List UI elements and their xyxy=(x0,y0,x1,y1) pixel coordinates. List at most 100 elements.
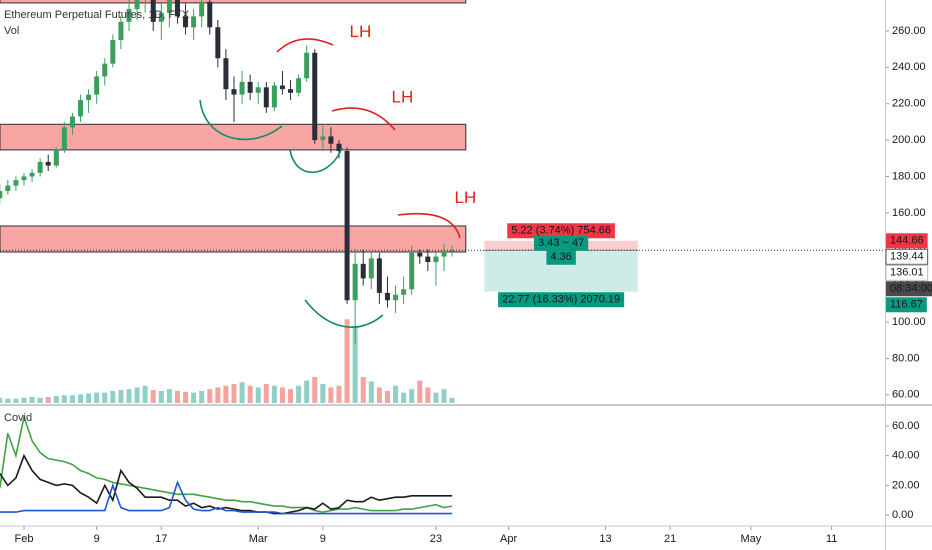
candle-body xyxy=(393,294,399,301)
candle-body xyxy=(433,256,439,262)
price-axis-label-bg xyxy=(885,264,929,281)
y-tick-label: 180.00 xyxy=(892,170,926,182)
indicator-line xyxy=(0,480,453,515)
candle-body xyxy=(166,0,172,13)
x-tick-label: Feb xyxy=(15,533,34,545)
volume-bar xyxy=(376,387,382,403)
red-curve xyxy=(276,38,334,53)
resistance-zone xyxy=(0,225,467,253)
entry-label-bg xyxy=(534,235,589,251)
volume-bar xyxy=(207,389,213,403)
volume-bar xyxy=(401,392,407,403)
candle-body xyxy=(360,263,366,279)
x-tick-label: 9 xyxy=(94,533,100,545)
volume-bar xyxy=(45,396,51,403)
candle-body xyxy=(199,1,205,17)
price-axis-label: 136.01 xyxy=(890,267,924,279)
volume-bar xyxy=(239,382,245,403)
volume-bar xyxy=(441,389,447,403)
volume-bar xyxy=(5,398,11,403)
entry-label: 4.36 xyxy=(550,251,571,263)
candle-body xyxy=(336,143,342,152)
volume-bar xyxy=(344,319,350,403)
candle-body xyxy=(102,63,108,77)
x-tick-label: 11 xyxy=(826,533,837,545)
candle-body xyxy=(376,258,382,293)
chart-title: Ethereum Perpetual Futures, 1D, FTX xyxy=(4,9,190,21)
y-tick-label: 60.00 xyxy=(892,389,920,401)
indicator-line xyxy=(0,414,453,513)
stop-label-bg xyxy=(507,223,615,239)
volume-bar xyxy=(231,384,237,403)
volume-bar xyxy=(29,396,35,403)
volume-bar xyxy=(158,390,164,403)
green-curve xyxy=(304,299,384,328)
y-tick-label: 0.00 xyxy=(892,509,913,521)
volume-bar xyxy=(61,395,67,403)
volume-bar xyxy=(304,380,310,403)
price-pane xyxy=(0,0,885,403)
candle-body xyxy=(312,52,318,141)
y-tick-label: 40.00 xyxy=(892,450,920,462)
candle-body xyxy=(223,58,229,90)
candle-body xyxy=(271,85,277,108)
candle-body xyxy=(352,263,358,301)
candle-body xyxy=(215,27,221,59)
candle-body xyxy=(207,1,213,28)
volume-bar xyxy=(279,387,285,403)
volume-bar xyxy=(78,394,84,403)
red-curve xyxy=(331,107,396,131)
x-tick-label: 17 xyxy=(155,533,167,545)
y-tick-label: 60.00 xyxy=(892,420,920,432)
volume-bar xyxy=(368,381,374,403)
drawings xyxy=(199,38,461,328)
candle-body xyxy=(368,258,374,279)
volume-bar xyxy=(271,385,277,403)
y-tick-label: 100.00 xyxy=(892,316,926,328)
y-tick-label: 200.00 xyxy=(892,134,926,146)
candle-body xyxy=(344,151,350,301)
volume-bar xyxy=(102,392,108,403)
entry-label-bg xyxy=(546,249,576,265)
price-axis-label: 08:34:00 xyxy=(890,283,932,295)
indicator-line xyxy=(0,453,453,515)
x-tick-label: 9 xyxy=(320,533,326,545)
candle-body xyxy=(401,289,407,295)
candle-body xyxy=(94,76,100,95)
volume-bar xyxy=(328,387,334,403)
volume-bar xyxy=(433,392,439,403)
volume-bar xyxy=(360,377,366,403)
candle-body xyxy=(126,9,132,22)
candle-body xyxy=(37,161,43,173)
x-tick-label: Mar xyxy=(249,533,268,545)
volume-bar xyxy=(150,390,156,403)
candle-body xyxy=(86,94,92,101)
candle-body xyxy=(384,292,390,301)
candle-body xyxy=(417,252,423,257)
volume-bar xyxy=(134,387,140,403)
volume-bar xyxy=(183,391,189,403)
candle-body xyxy=(191,16,197,28)
y-tick-label: 260.00 xyxy=(892,25,926,37)
candle-body xyxy=(29,172,35,177)
green-curve xyxy=(289,147,343,174)
candle-body xyxy=(78,100,84,117)
volume-bar xyxy=(126,389,132,403)
volume-bar xyxy=(312,377,318,403)
candle-body xyxy=(45,161,51,166)
price-axis-label-bg xyxy=(886,281,932,297)
candle-body xyxy=(110,40,116,64)
y-tick-label: 240.00 xyxy=(892,61,926,73)
volume-bar xyxy=(118,390,124,403)
x-tick-label: 23 xyxy=(430,533,442,545)
green-curve xyxy=(199,99,283,141)
volume-label: Vol xyxy=(4,25,19,37)
candle-body xyxy=(231,89,237,95)
volume-bar xyxy=(393,385,399,403)
candle-body xyxy=(53,149,59,166)
candle-body xyxy=(247,81,253,93)
x-tick-label: 21 xyxy=(664,533,676,545)
candle-body xyxy=(13,180,19,186)
target-label: 22.77 (16.33%) 2070.19 xyxy=(502,294,620,306)
